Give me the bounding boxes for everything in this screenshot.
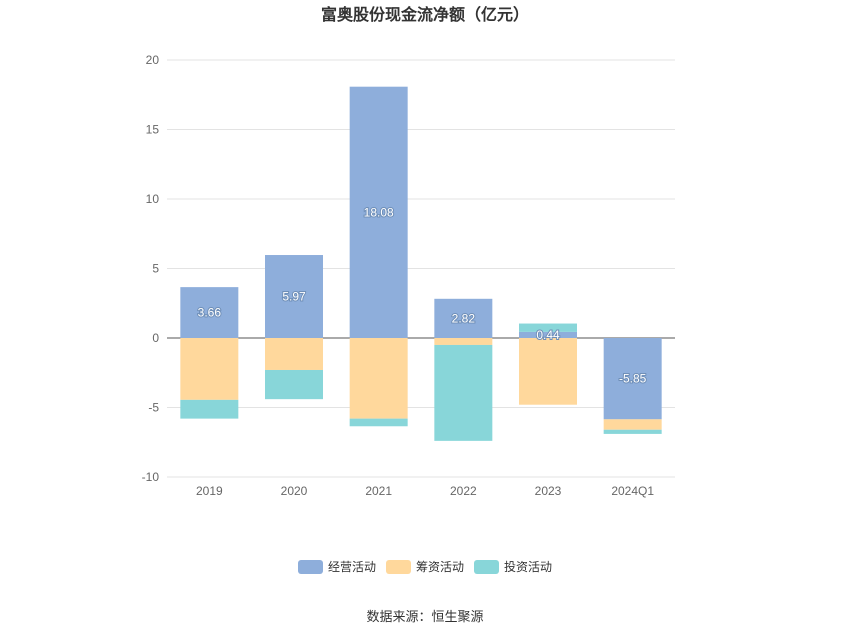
bar-segment xyxy=(349,86,408,338)
bar-segment xyxy=(180,338,239,400)
x-tick-label: 2020 xyxy=(281,484,308,498)
bar-segment xyxy=(180,399,239,419)
bar-segment xyxy=(519,338,577,405)
bars xyxy=(180,86,662,441)
y-tick-label: 15 xyxy=(146,123,160,137)
data-label: 0.44 xyxy=(536,328,560,342)
y-tick-label: 20 xyxy=(146,53,160,67)
bar-segment xyxy=(519,323,577,332)
bar-segment xyxy=(349,338,408,419)
data-label: 18.08 xyxy=(364,205,394,219)
legend-item[interactable]: 投资活动 xyxy=(474,559,552,574)
x-tick-label: 2019 xyxy=(196,484,223,498)
bar-segment xyxy=(434,344,493,441)
legend-swatch xyxy=(386,560,411,574)
data-label: 2.82 xyxy=(452,311,476,325)
y-tick-label: 0 xyxy=(152,331,159,345)
bar-segment xyxy=(265,338,323,370)
legend-label: 经营活动 xyxy=(328,560,376,574)
bar-segment xyxy=(434,298,493,338)
bar-segment xyxy=(349,418,408,427)
data-label: -5.85 xyxy=(619,372,647,386)
bar-segment xyxy=(519,331,577,338)
y-tick-label: 5 xyxy=(152,262,159,276)
bar-segment xyxy=(434,338,493,345)
x-tick-label: 2022 xyxy=(450,484,477,498)
x-tick-label: 2021 xyxy=(365,484,392,498)
data-labels: 3.66 5.97 18.08 2.82 0.44 -5.85 xyxy=(197,204,648,386)
legend-item[interactable]: 筹资活动 xyxy=(386,560,464,574)
legend-label: 筹资活动 xyxy=(416,560,464,574)
legend-label: 投资活动 xyxy=(504,559,552,574)
bar-segment xyxy=(603,419,662,430)
data-label: 5.97 xyxy=(282,290,306,304)
bar-segment xyxy=(265,255,323,338)
y-axis: -10 -5 0 5 10 15 20 xyxy=(142,53,160,484)
y-tick-label: 10 xyxy=(146,192,160,206)
bar-segment xyxy=(180,287,239,338)
data-label: 3.66 xyxy=(198,306,222,320)
grid-lines xyxy=(167,59,675,478)
legend-swatch xyxy=(474,560,499,574)
x-axis: 2019 2020 2021 2022 2023 2024Q1 xyxy=(196,484,654,498)
legend-item[interactable]: 经营活动 xyxy=(298,560,376,574)
bar-segment xyxy=(603,429,662,434)
chart-title: 富奥股份现金流净额（亿元） xyxy=(321,5,529,24)
legend[interactable]: 经营活动 筹资活动 投资活动 xyxy=(298,559,552,574)
bar-segment xyxy=(603,338,662,420)
bar-segment xyxy=(265,369,323,400)
x-tick-label: 2023 xyxy=(535,484,562,498)
y-tick-label: -5 xyxy=(148,401,159,415)
legend-swatch xyxy=(298,560,323,574)
source-note: 数据来源：恒生聚源 xyxy=(366,609,483,624)
x-tick-label: 2024Q1 xyxy=(611,484,654,498)
y-tick-label: -10 xyxy=(142,470,160,484)
